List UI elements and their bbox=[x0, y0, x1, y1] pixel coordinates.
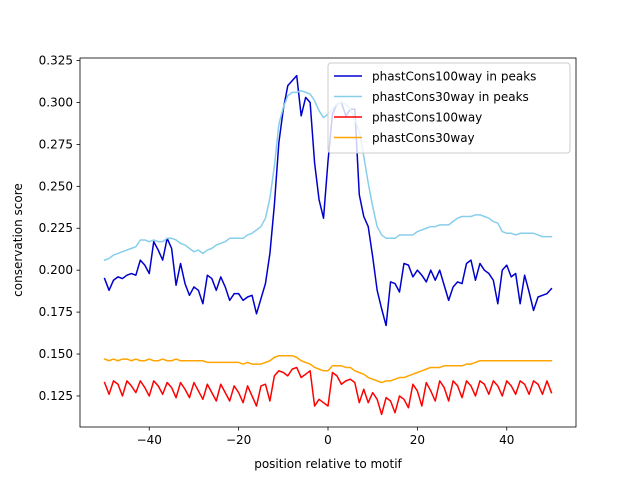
legend-box bbox=[327, 62, 571, 154]
x-tick-label: 0 bbox=[324, 433, 332, 447]
legend-label-0: phastCons100way in peaks bbox=[372, 70, 536, 84]
legend-label-2: phastCons100way bbox=[372, 111, 482, 125]
series-line-2 bbox=[103, 366, 553, 416]
x-axis-label: position relative to motif bbox=[254, 457, 402, 471]
x-tick-label: −40 bbox=[137, 433, 162, 447]
y-tick-label: 0.300 bbox=[39, 95, 73, 109]
axes-layer: −40 −20 0 20 40 0.125 0.150 0.175 0.200 0.225 0.25… bbox=[39, 54, 577, 447]
legend-label-1: phastCons30way in peaks bbox=[372, 90, 529, 104]
legend: phastCons100way in peaks phastCons30way i… bbox=[327, 62, 571, 154]
series-line-0 bbox=[103, 74, 553, 327]
legend-label-3: phastCons30way bbox=[372, 131, 475, 145]
y-tick-label: 0.325 bbox=[39, 54, 73, 68]
y-tick-label: 0.175 bbox=[39, 305, 73, 319]
y-tick-label: 0.275 bbox=[39, 137, 73, 151]
x-tick-label: 20 bbox=[410, 433, 425, 447]
series-line-3 bbox=[103, 354, 553, 384]
y-tick-label: 0.200 bbox=[39, 263, 73, 277]
y-tick-label: 0.125 bbox=[39, 389, 73, 403]
x-tick-label: 40 bbox=[499, 433, 514, 447]
x-tick-label: −20 bbox=[226, 433, 251, 447]
y-tick-label: 0.150 bbox=[39, 347, 73, 361]
y-tick-label: 0.250 bbox=[39, 179, 73, 193]
y-tick-label: 0.225 bbox=[39, 221, 73, 235]
y-axis-label: conservation score bbox=[11, 183, 25, 297]
